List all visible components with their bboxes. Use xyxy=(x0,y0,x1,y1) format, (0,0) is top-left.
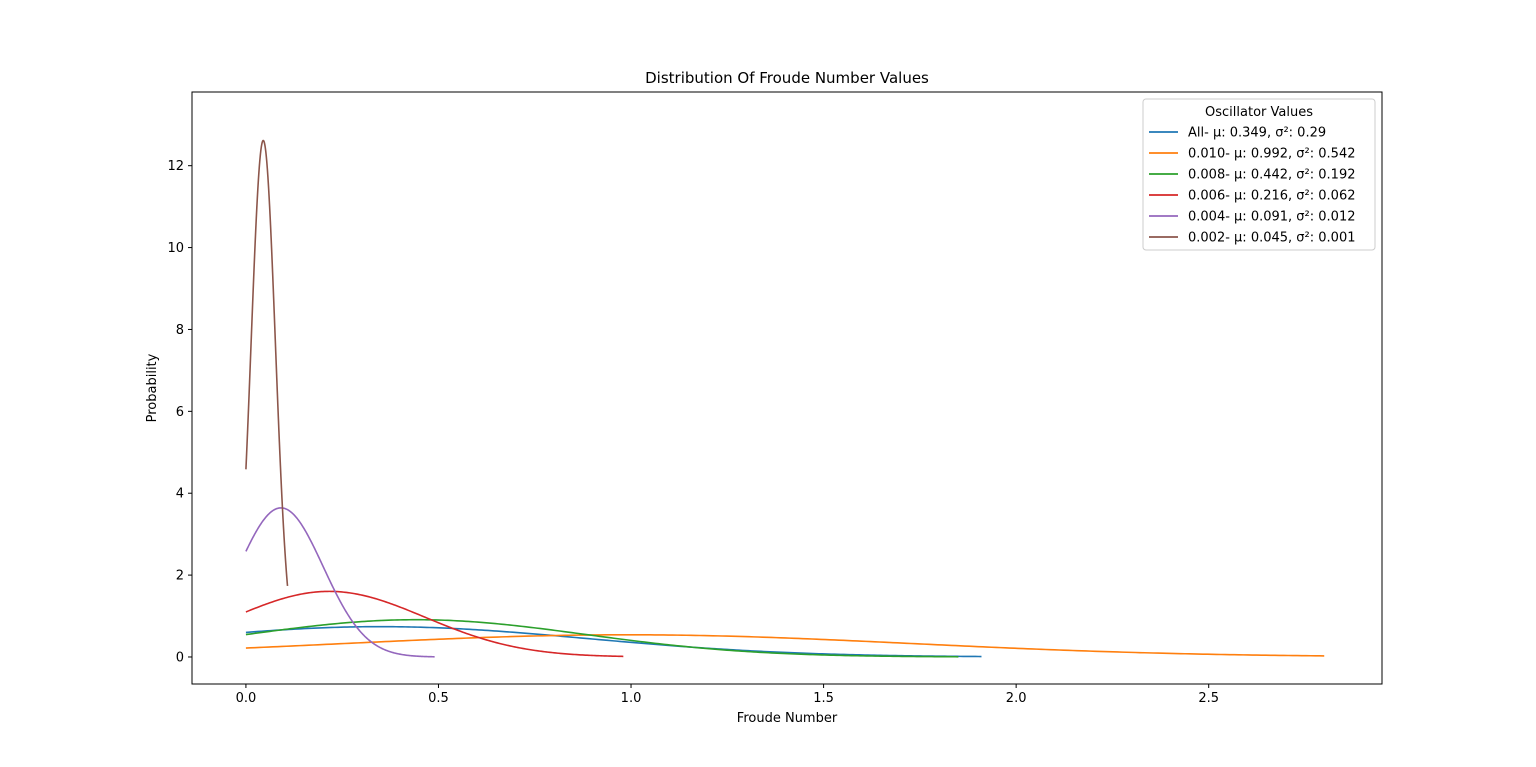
y-tick-label: 10 xyxy=(167,241,184,256)
series-line-3 xyxy=(245,590,624,658)
x-tick-label: 1.0 xyxy=(621,691,642,706)
legend-entry-4: 0.004- μ: 0.091, σ²: 0.012 xyxy=(1188,210,1355,225)
y-axis-label: Probability xyxy=(145,353,160,422)
legend-entry-5: 0.002- μ: 0.045, σ²: 0.001 xyxy=(1188,231,1355,246)
x-axis: 0.0 0.5 1.0 1.5 2.0 2.5 xyxy=(236,684,1219,706)
legend-entry-2: 0.008- μ: 0.442, σ²: 0.192 xyxy=(1188,168,1355,183)
chart-title: Distribution Of Froude Number Values xyxy=(645,69,929,87)
y-tick-label: 6 xyxy=(176,405,184,420)
y-tick-label: 12 xyxy=(167,159,184,174)
y-tick-label: 8 xyxy=(176,323,184,338)
series-line-4 xyxy=(245,507,435,658)
legend-entry-1: 0.010- μ: 0.992, σ²: 0.542 xyxy=(1188,147,1355,162)
series-line-0 xyxy=(245,625,982,658)
x-tick-label: 2.0 xyxy=(1006,691,1027,706)
y-axis: 0 2 4 6 8 10 12 xyxy=(167,159,192,665)
x-tick-label: 0.5 xyxy=(428,691,449,706)
series-lines xyxy=(245,139,1325,658)
x-tick-label: 1.5 xyxy=(813,691,834,706)
y-tick-label: 0 xyxy=(176,650,184,665)
legend-entry-0: All- μ: 0.349, σ²: 0.29 xyxy=(1188,126,1326,141)
x-axis-label: Froude Number xyxy=(737,711,838,726)
x-tick-label: 2.5 xyxy=(1198,691,1219,706)
x-tick-label: 0.0 xyxy=(236,691,257,706)
plot-area-frame xyxy=(191,91,1383,685)
legend-entry-3: 0.006- μ: 0.216, σ²: 0.062 xyxy=(1188,189,1355,204)
series-line-2 xyxy=(245,618,959,658)
legend-title: Oscillator Values xyxy=(1205,105,1313,120)
y-tick-label: 2 xyxy=(176,569,184,584)
series-line-5 xyxy=(245,139,289,587)
y-tick-label: 4 xyxy=(176,487,184,502)
series-line-1 xyxy=(245,633,1325,657)
legend: Oscillator Values All- μ: 0.349, σ²: 0.2… xyxy=(1142,98,1376,251)
legend-box xyxy=(1142,98,1376,251)
